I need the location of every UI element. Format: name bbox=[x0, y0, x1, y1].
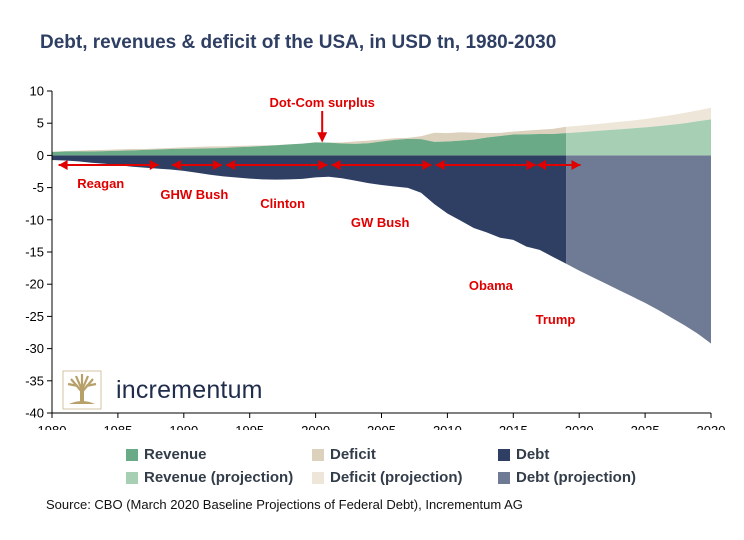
area-layers bbox=[52, 107, 711, 344]
annotations: Dot-Com surplus Reagan GHW Bush Clinton GW B… bbox=[58, 95, 581, 327]
x-tick-label: 2020 bbox=[565, 423, 594, 430]
legend-item: Revenue (projection) bbox=[126, 469, 293, 486]
annotation-label: Obama bbox=[469, 278, 514, 293]
x-tick-label: 2010 bbox=[433, 423, 462, 430]
incrementum-logo: incrementum bbox=[62, 370, 263, 410]
x-tick-label: 1980 bbox=[38, 423, 67, 430]
y-tick-label: -5 bbox=[32, 180, 44, 195]
x-tick-label: 1995 bbox=[235, 423, 264, 430]
legend-item: Debt (projection) bbox=[498, 469, 636, 486]
legend-swatch bbox=[126, 448, 138, 461]
annotation-label: Dot-Com surplus bbox=[269, 95, 374, 110]
y-tick-label: -25 bbox=[25, 309, 44, 324]
y-tick-label: -40 bbox=[25, 406, 44, 421]
x-tick-label: 2005 bbox=[367, 423, 396, 430]
y-tick-label: 0 bbox=[37, 148, 44, 163]
legend-swatch bbox=[312, 471, 324, 484]
y-tick-label: -15 bbox=[25, 245, 44, 260]
axes: 10 5 0 -5 -10 -15 -20 -25 -30 -35 -40 1980 1985 1990 1… bbox=[25, 84, 725, 431]
term-arrow-head-right bbox=[149, 160, 159, 171]
annotation-label: GW Bush bbox=[351, 215, 410, 230]
deficit-area bbox=[52, 126, 567, 153]
debt-area bbox=[52, 155, 567, 264]
annotation-label: Reagan bbox=[77, 176, 124, 191]
legend-swatch bbox=[498, 471, 510, 484]
term-arrow-head-left bbox=[171, 160, 181, 171]
term-arrow-head-left bbox=[331, 160, 341, 171]
legend-label: Deficit (projection) bbox=[330, 469, 463, 486]
y-tick-label: -35 bbox=[25, 373, 44, 388]
annotation-label: Clinton bbox=[260, 196, 305, 211]
legend-item: Deficit bbox=[312, 446, 376, 463]
legend-item: Revenue bbox=[126, 446, 207, 463]
legend-label: Revenue bbox=[144, 446, 207, 463]
revenue-projection-area bbox=[566, 119, 711, 156]
legend-swatch bbox=[498, 448, 510, 461]
chart-title: Debt, revenues & deficit of the USA, in … bbox=[40, 32, 557, 53]
term-arrow-head-right bbox=[422, 160, 432, 171]
legend-label: Debt bbox=[516, 446, 550, 463]
term-arrow-head-right bbox=[571, 160, 581, 171]
term-arrow-head-right bbox=[213, 160, 223, 171]
term-arrow-head-right bbox=[526, 160, 536, 171]
term-arrow-head-left bbox=[58, 160, 68, 171]
legend-label: Revenue (projection) bbox=[144, 469, 294, 486]
debt-projection-area bbox=[566, 155, 711, 344]
y-tick-label: 5 bbox=[37, 116, 44, 131]
source-note: Source: CBO (March 2020 Baseline Project… bbox=[46, 497, 523, 512]
legend-label: Debt (projection) bbox=[516, 469, 636, 486]
annotation-label: Trump bbox=[536, 312, 576, 327]
term-arrow-head-left bbox=[225, 160, 235, 171]
term-arrow-head-left bbox=[435, 160, 445, 171]
annotation-label: GHW Bush bbox=[160, 187, 228, 202]
tree-logo-icon bbox=[62, 370, 102, 410]
term-arrow-head-right bbox=[318, 160, 328, 171]
legend-item: Debt bbox=[498, 446, 549, 463]
term-arrow-head-left bbox=[537, 160, 547, 171]
legend-label: Deficit bbox=[330, 446, 376, 463]
x-tick-label: 1985 bbox=[103, 423, 132, 430]
x-tick-label: 1990 bbox=[169, 423, 198, 430]
dotcom-arrow-head bbox=[317, 132, 328, 143]
x-tick-label: 2015 bbox=[499, 423, 528, 430]
y-tick-label: -20 bbox=[25, 277, 44, 292]
legend-swatch bbox=[126, 471, 138, 484]
legend-swatch bbox=[312, 448, 324, 461]
x-tick-label: 2025 bbox=[631, 423, 660, 430]
y-tick-label: -30 bbox=[25, 341, 44, 356]
deficit-projection-area bbox=[566, 107, 711, 134]
y-tick-label: 10 bbox=[30, 84, 44, 99]
y-tick-label: -10 bbox=[25, 212, 44, 227]
x-tick-label: 2000 bbox=[301, 423, 330, 430]
x-tick-label: 2030 bbox=[697, 423, 726, 430]
legend-item: Deficit (projection) bbox=[312, 469, 463, 486]
chart-plot: 10 5 0 -5 -10 -15 -20 -25 -30 -35 -40 1980 1985 1990 1… bbox=[25, 84, 725, 431]
logo-wordmark: incrementum bbox=[116, 375, 263, 404]
revenue-area bbox=[52, 133, 567, 156]
